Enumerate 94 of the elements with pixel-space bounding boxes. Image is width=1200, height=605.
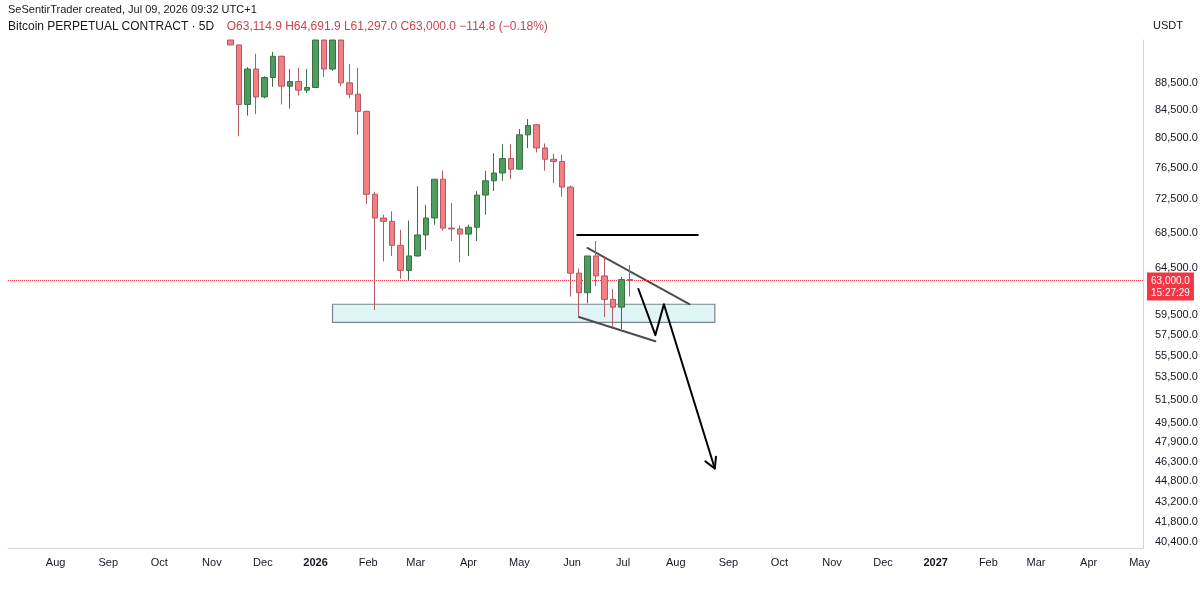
y-tick-label: 72,500.0 <box>1155 192 1198 205</box>
y-tick-label: 43,200.0 <box>1155 495 1198 508</box>
x-tick-label: May <box>509 555 531 568</box>
candlestick <box>610 288 616 328</box>
x-tick-label: Nov <box>822 555 843 568</box>
y-tick-label: 57,500.0 <box>1155 328 1198 341</box>
y-tick-label: 64,500.0 <box>1155 260 1198 273</box>
candlestick <box>304 68 310 94</box>
candlestick <box>423 204 429 251</box>
candlestick <box>380 214 387 262</box>
candlestick <box>227 39 234 46</box>
candlestick <box>516 128 523 170</box>
y-tick-label: 41,800.0 <box>1155 514 1198 527</box>
candlestick <box>533 123 540 153</box>
y-tick-label: 88,500.0 <box>1155 75 1198 88</box>
y-tick-label: 84,500.0 <box>1155 102 1198 115</box>
candlestick <box>295 67 302 97</box>
y-tick-label: 47,900.0 <box>1155 434 1198 447</box>
candlestick <box>448 202 455 242</box>
x-tick-label: May <box>1129 555 1151 568</box>
y-tick-label: 44,800.0 <box>1155 474 1198 487</box>
x-tick-label: 2026 <box>303 555 328 568</box>
candlestick <box>253 53 259 115</box>
candlestick <box>584 255 591 304</box>
x-tick-label: Oct <box>770 555 788 568</box>
y-tick-label: 49,500.0 <box>1155 415 1198 428</box>
y-tick-label: 40,400.0 <box>1155 534 1198 547</box>
candlestick <box>491 152 497 192</box>
candlestick <box>465 224 472 257</box>
candlestick <box>593 240 599 287</box>
candlestick <box>525 118 531 149</box>
y-axis-title: USDT <box>1153 18 1184 31</box>
candlestick <box>440 170 446 232</box>
y-tick-label: 46,300.0 <box>1155 454 1198 467</box>
candlestick <box>372 191 378 311</box>
candlestick <box>508 143 514 180</box>
y-tick-label: 68,500.0 <box>1155 225 1198 238</box>
x-tick-label: Nov <box>202 555 223 568</box>
x-tick-label: Dec <box>253 555 274 568</box>
y-tick-label: 53,500.0 <box>1155 370 1198 383</box>
x-tick-label: 2027 <box>923 555 948 568</box>
x-tick-label: Mar <box>406 555 426 568</box>
candlestick <box>389 210 395 257</box>
x-tick-label: Sep <box>718 555 739 568</box>
x-tick-label: Oct <box>150 555 168 568</box>
candlestick <box>321 39 327 78</box>
candlestick <box>627 264 633 298</box>
x-tick-label: Apr <box>459 555 478 568</box>
text: SeSentirTrader created, Jul 09, 2026 09:32 UTC+1 <box>8 2 257 15</box>
candlestick <box>312 39 319 89</box>
y-tick-label: 80,500.0 <box>1155 130 1198 143</box>
y-tick-label: 76,500.0 <box>1155 160 1198 173</box>
x-tick-label: Aug <box>665 555 686 568</box>
candlestick <box>270 51 276 88</box>
candlestick <box>550 153 557 184</box>
x-tick-label: Jun <box>563 555 581 568</box>
y-tick-label: 51,500.0 <box>1155 392 1198 405</box>
x-tick-label: Feb <box>358 555 378 568</box>
chart-subtitle: O63,114.9 H64,691.9 L61,297.0 C63,000.0 −114.8 (−0.18%) <box>226 19 548 33</box>
x-tick-label: Feb <box>978 555 998 568</box>
x-tick-label: Aug <box>45 555 66 568</box>
candlestick <box>457 225 463 263</box>
candlestick <box>287 68 293 110</box>
candlestick <box>363 110 370 205</box>
candlestick <box>431 178 438 226</box>
candlestick <box>338 39 344 87</box>
candlestick <box>618 276 625 330</box>
candlestick <box>482 170 489 216</box>
y-tick-label: 55,500.0 <box>1155 348 1198 361</box>
candlestick <box>236 44 242 137</box>
candlestick <box>355 67 361 136</box>
candlestick <box>474 190 480 242</box>
x-tick-label: Mar <box>1026 555 1046 568</box>
chart-title: Bitcoin PERPETUAL CONTRACT · 5D <box>8 19 215 33</box>
y-tick-label: 59,500.0 <box>1155 308 1198 320</box>
candlestick <box>261 75 268 99</box>
ref-line-label: 63,000.0 15:27:29 <box>1151 275 1191 299</box>
candlestick <box>244 66 251 117</box>
candlestick <box>576 268 582 317</box>
candlestick <box>601 255 608 318</box>
x-tick-label: Apr <box>1080 555 1098 568</box>
x-tick-label: Sep <box>98 555 119 568</box>
candlestick <box>346 63 353 99</box>
candlestick <box>397 229 404 280</box>
x-tick-label: Dec <box>873 555 894 568</box>
candlestick <box>559 154 565 198</box>
candlestick <box>414 185 421 258</box>
candlestick <box>542 143 548 172</box>
candlestick <box>278 55 285 105</box>
candlestick <box>329 39 336 72</box>
x-tick-label: Jul <box>616 555 631 568</box>
candlestick <box>499 143 506 182</box>
candlestick <box>567 185 574 298</box>
candlestick <box>406 220 412 282</box>
